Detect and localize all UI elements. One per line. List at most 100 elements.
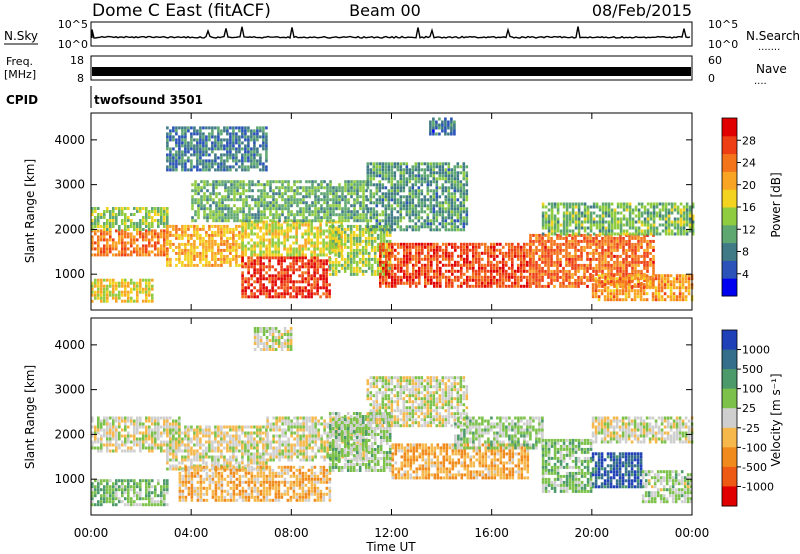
power-cell xyxy=(465,174,469,178)
power-cell xyxy=(296,192,299,196)
power-cell xyxy=(678,277,682,281)
power-cell xyxy=(238,263,241,267)
power-cell xyxy=(613,211,617,215)
power-cell xyxy=(329,192,332,196)
power-cell xyxy=(304,256,307,260)
power-cell xyxy=(319,277,322,281)
power-cell xyxy=(636,274,640,278)
power-cell xyxy=(236,186,239,190)
power-cell xyxy=(568,214,572,218)
power-cell xyxy=(568,239,571,243)
power-cell xyxy=(403,251,406,255)
power-cell xyxy=(384,171,388,175)
power-cell xyxy=(405,210,409,214)
power-cell xyxy=(490,245,493,249)
power-cell xyxy=(142,219,145,222)
power-cell xyxy=(378,228,382,232)
power-cell xyxy=(493,251,496,255)
power-cell xyxy=(332,213,335,217)
power-cell xyxy=(262,286,265,290)
power-cell xyxy=(381,174,385,178)
power-cell xyxy=(463,242,466,246)
power-cell xyxy=(97,296,100,300)
power-cell xyxy=(682,232,686,236)
power-cell xyxy=(247,280,250,284)
power-cell xyxy=(320,204,323,208)
power-cell xyxy=(265,253,268,257)
power-cell xyxy=(459,189,463,193)
power-cell xyxy=(365,204,368,208)
power-cell xyxy=(607,205,611,209)
power-cell xyxy=(242,186,245,190)
power-cell xyxy=(301,247,304,251)
power-cell xyxy=(337,247,340,251)
power-cell xyxy=(586,269,589,273)
power-cell xyxy=(571,229,575,233)
power-cell xyxy=(544,263,547,267)
power-cell xyxy=(208,138,211,142)
power-cell xyxy=(187,257,190,261)
power-cell xyxy=(334,247,337,251)
power-cell xyxy=(660,274,664,278)
power-cell xyxy=(409,251,412,255)
power-cell xyxy=(577,281,580,285)
power-cell xyxy=(364,248,368,252)
power-cell xyxy=(280,259,283,263)
power-cell xyxy=(613,226,617,230)
power-cell xyxy=(442,248,445,252)
power-cell xyxy=(272,204,275,208)
power-cell xyxy=(514,281,517,285)
power-cell xyxy=(591,283,595,287)
power-cell xyxy=(571,202,575,206)
power-cell xyxy=(91,207,94,210)
power-cell xyxy=(481,278,484,282)
power-cell xyxy=(556,226,560,230)
power-cell xyxy=(448,242,451,246)
power-cell xyxy=(218,198,221,202)
power-cell xyxy=(124,253,127,257)
power-cell xyxy=(227,180,230,184)
power-cell xyxy=(367,227,371,231)
power-cell xyxy=(511,269,514,273)
power-cell xyxy=(511,251,514,255)
power-cell xyxy=(610,211,614,215)
power-cell xyxy=(463,248,466,252)
power-cell xyxy=(259,229,262,233)
power-cell xyxy=(136,228,139,231)
power-cell xyxy=(447,213,451,217)
power-cell xyxy=(292,253,295,257)
power-cell xyxy=(178,153,181,157)
power-cell xyxy=(412,281,415,285)
power-cell xyxy=(393,174,397,178)
power-cell xyxy=(622,202,626,206)
power-cell xyxy=(232,245,235,249)
power-cell xyxy=(631,257,634,261)
power-cell xyxy=(172,135,175,139)
power-cell xyxy=(226,230,229,234)
power-cell xyxy=(466,257,469,261)
power-cell xyxy=(346,254,350,258)
power-cell xyxy=(184,251,187,255)
power-cell xyxy=(631,263,634,267)
power-cell xyxy=(559,275,562,279)
power-cell xyxy=(610,242,613,246)
power-cell xyxy=(457,254,460,258)
power-cell xyxy=(202,153,205,157)
power-cell xyxy=(280,274,283,278)
power-cell xyxy=(553,232,557,236)
power-cell xyxy=(610,223,614,227)
power-cell xyxy=(157,238,160,242)
power-cell xyxy=(565,272,568,276)
power-cell xyxy=(646,269,649,273)
power-cell xyxy=(254,201,257,205)
power-cell xyxy=(535,269,538,273)
power-cell xyxy=(457,284,460,288)
power-cell xyxy=(568,211,572,215)
power-cell xyxy=(466,245,469,249)
power-cell xyxy=(451,278,454,282)
power-cell xyxy=(658,223,662,227)
power-cell xyxy=(592,223,596,227)
power-cell xyxy=(382,281,385,285)
power-cell xyxy=(426,204,430,208)
power-cell xyxy=(396,165,400,169)
